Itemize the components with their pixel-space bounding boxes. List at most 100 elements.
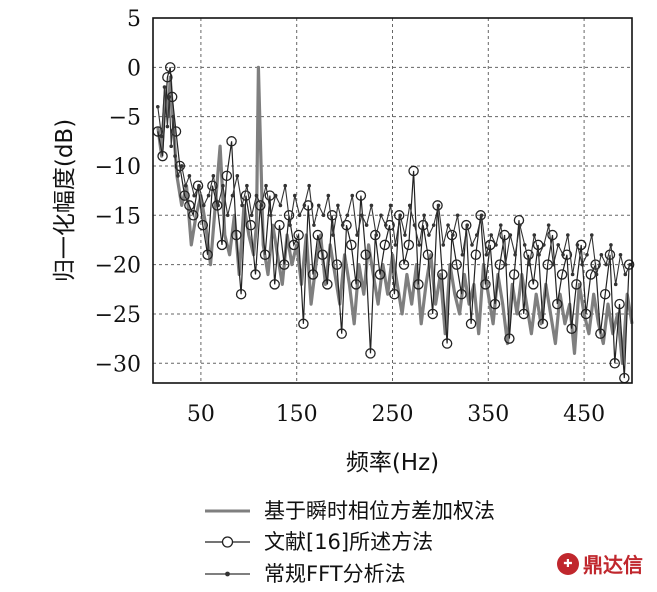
data-point [398,213,402,218]
data-point [176,174,180,178]
data-point [226,136,237,147]
x-tick-label: 350 [467,402,509,427]
data-point [580,262,584,267]
y-tick-label: 0 [127,56,141,81]
data-point [273,193,278,198]
data-point [498,223,503,227]
data-point [187,210,199,221]
data-point [192,193,196,198]
data-point [446,229,458,241]
data-point [288,223,292,227]
data-point [407,203,412,208]
data-point [365,348,376,359]
data-point [171,114,175,119]
data-point [566,323,577,334]
data-point [360,249,371,261]
data-point [360,213,364,218]
watermark-text: 鼎达信 [583,553,643,577]
data-point [532,233,537,237]
y-tick-label: −15 [95,204,141,229]
data-point [216,239,228,251]
data-point [211,174,216,178]
data-point [379,213,383,218]
data-point [162,71,173,83]
data-point [179,164,184,168]
data-point [278,259,290,270]
data-point [508,269,520,280]
data-point [465,318,477,330]
data-point [231,229,242,241]
data-point [422,213,426,218]
data-point [537,318,549,330]
data-point [595,328,606,339]
data-point [169,144,174,149]
data-point [192,180,204,191]
y-tick-label: −30 [95,352,141,377]
data-point [518,223,522,227]
data-point [417,243,422,247]
data-point [484,252,489,257]
data-point [297,213,302,218]
data-point [162,85,167,89]
data-point [245,183,249,188]
data-point [374,233,379,237]
data-point [388,203,393,208]
data-point [508,233,513,237]
data-point [336,203,340,208]
data-point [331,233,335,237]
data-point [379,239,391,251]
data-point [240,203,244,208]
data-point [264,183,268,188]
data-point [364,223,369,227]
data-point [522,243,527,247]
data-point [206,193,211,198]
legend-item-2: 文献[16]所述方法 [205,530,433,554]
data-point [623,259,635,270]
data-point [250,269,261,280]
data-point [575,243,580,247]
data-point [427,308,438,320]
data-point [201,203,206,208]
data-point [480,279,491,290]
data-point [374,269,386,280]
data-point [159,134,164,139]
data-point [389,288,400,300]
data-point [585,252,589,257]
data-point [183,183,188,188]
data-point [479,213,484,218]
data-point [235,174,240,178]
data-point [393,243,398,247]
data-point [547,229,558,241]
data-point [225,213,230,218]
data-point [599,288,611,300]
data-point [528,279,539,290]
series-1 [156,65,634,365]
data-point [556,269,568,280]
data-point [455,213,460,218]
data-point [254,193,259,198]
x-tick-label: 450 [563,402,605,427]
data-point [331,259,343,270]
data-point [527,262,532,267]
data-point [403,233,407,237]
data-point [216,203,220,208]
data-point [609,243,613,247]
y-tick-label: 5 [127,7,141,32]
data-point [422,249,434,261]
data-point [173,154,177,158]
data-point [274,219,285,231]
data-point [316,203,321,208]
data-point [456,288,467,300]
data-point [451,259,462,270]
x-tick-label: 250 [372,402,414,427]
data-point [369,203,374,208]
series-line [156,65,634,365]
data-point [221,170,233,182]
data-point [594,272,599,277]
data-point [350,193,355,198]
data-point [441,338,453,349]
data-point [556,243,561,247]
data-point [298,318,309,330]
data-point [157,150,168,162]
